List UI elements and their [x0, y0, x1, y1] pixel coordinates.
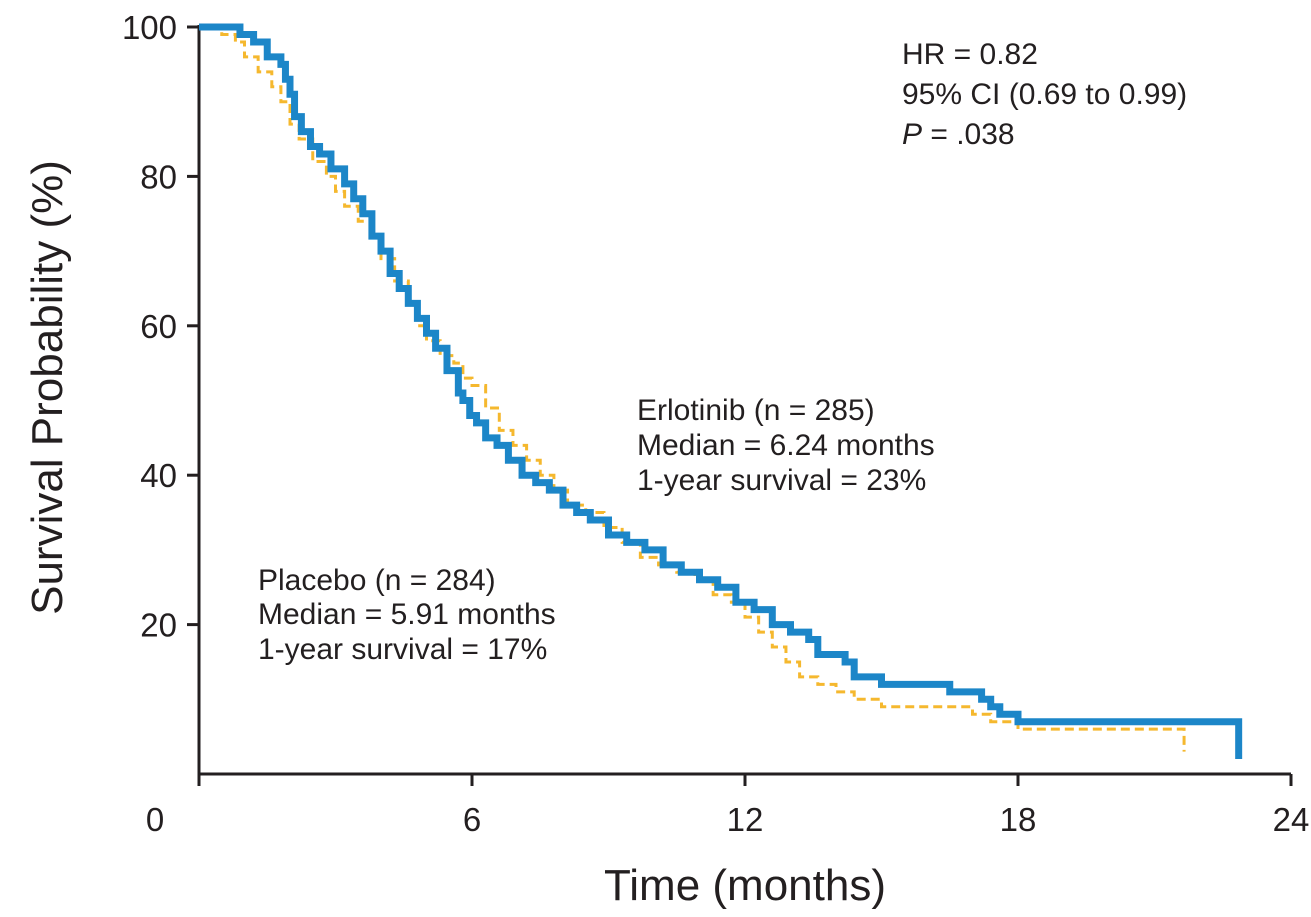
- x-tick-label: 24: [1273, 801, 1310, 838]
- y-axis-ticks: 20 40 60 80 100: [122, 9, 199, 644]
- stats-annotation: HR = 0.82 95% CI (0.69 to 0.99) P = .038: [902, 38, 1187, 151]
- y-axis-title: Survival Probability (%): [23, 160, 72, 615]
- x-tick-label: 0: [146, 801, 164, 838]
- confidence-interval-label: 95% CI (0.69 to 0.99): [902, 78, 1187, 111]
- placebo-annotation: Placebo (n = 284) Median = 5.91 months 1…: [258, 564, 556, 666]
- p-value-symbol: P: [902, 118, 922, 151]
- x-tick-label: 12: [727, 801, 764, 838]
- x-axis-title: Time (months): [604, 861, 886, 910]
- p-value-number: = .038: [922, 118, 1015, 151]
- x-tick-label: 18: [1000, 801, 1037, 838]
- erlotinib-annotation: Erlotinib (n = 285) Median = 6.24 months…: [637, 394, 935, 497]
- y-tick-label: 40: [140, 457, 177, 494]
- erlotinib-median-line: Median = 6.24 months: [637, 429, 935, 462]
- y-tick-label: 20: [140, 607, 177, 644]
- placebo-survival-line: 1-year survival = 17%: [258, 633, 547, 666]
- series-layer: [199, 23, 1243, 760]
- y-tick-label: 60: [140, 308, 177, 345]
- erlotinib-survival-curve: [199, 23, 1243, 760]
- p-value-label: P = .038: [902, 118, 1015, 151]
- placebo-survival-curve: [199, 25, 1186, 752]
- x-tick-label: 6: [463, 801, 481, 838]
- x-axis-ticks: 0 6 12 18 24: [146, 774, 1310, 838]
- y-tick-label: 80: [140, 158, 177, 195]
- erlotinib-survival-line: 1-year survival = 23%: [637, 464, 926, 497]
- placebo-label-line: Placebo (n = 284): [258, 564, 496, 597]
- hazard-ratio-label: HR = 0.82: [902, 38, 1038, 71]
- placebo-median-line: Median = 5.91 months: [258, 598, 556, 631]
- erlotinib-label-line: Erlotinib (n = 285): [637, 394, 875, 427]
- y-tick-label: 100: [122, 9, 177, 46]
